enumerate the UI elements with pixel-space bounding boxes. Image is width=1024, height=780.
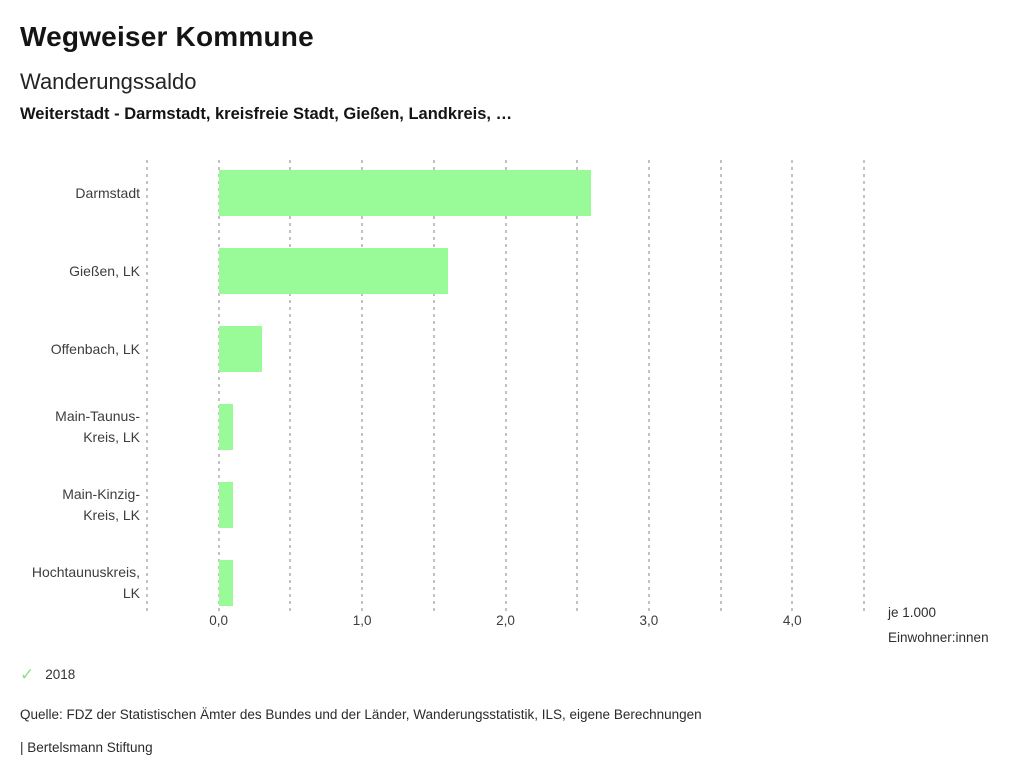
category-label: Offenbach, LK bbox=[50, 340, 140, 357]
gridline bbox=[217, 160, 220, 612]
chart-subtitle: Weiterstadt - Darmstadt, kreisfreie Stad… bbox=[20, 105, 513, 123]
gridline bbox=[863, 160, 865, 612]
chart-row: Darmstadt bbox=[0, 154, 1024, 232]
value-bar[interactable] bbox=[218, 482, 233, 528]
gridline bbox=[719, 160, 722, 612]
gridline bbox=[576, 160, 579, 612]
gridline bbox=[647, 160, 650, 612]
category-label: Gießen, LK bbox=[69, 262, 140, 279]
x-tick-label: 1,0 bbox=[352, 613, 372, 628]
value-bar[interactable] bbox=[218, 170, 592, 216]
value-bar[interactable] bbox=[218, 248, 449, 294]
chart-row: Offenbach, LK bbox=[0, 310, 1024, 388]
x-tick-label: 2,0 bbox=[496, 613, 515, 628]
gridline bbox=[504, 160, 507, 612]
chart-title: Wanderungssaldo bbox=[20, 69, 197, 94]
gridline bbox=[791, 160, 794, 612]
branding-text: | Bertelsmann Stiftung bbox=[20, 740, 153, 755]
category-label: Main-Kinzig- Kreis, LK bbox=[62, 486, 140, 523]
chart-row: Main-Taunus- Kreis, LK bbox=[0, 388, 1024, 466]
chart-row: Main-Kinzig- Kreis, LK bbox=[0, 466, 1024, 544]
axis-unit-label: je 1.000 Einwohner:innen bbox=[888, 600, 989, 650]
x-tick-label: 4,0 bbox=[782, 613, 802, 628]
gridline bbox=[432, 160, 435, 612]
category-label: Hochtaunuskreis, LK bbox=[31, 564, 140, 601]
gridlines bbox=[146, 160, 865, 612]
value-bar[interactable] bbox=[218, 326, 262, 372]
value-bar[interactable] bbox=[218, 404, 233, 450]
x-tick-label: 0,0 bbox=[209, 613, 229, 628]
chart-row: Hochtaunuskreis, LK bbox=[0, 544, 1024, 622]
chart-row: Gießen, LK bbox=[0, 232, 1024, 310]
legend-item-2018[interactable]: ✓ 2018 bbox=[20, 666, 75, 683]
value-bar[interactable] bbox=[218, 560, 233, 606]
x-tick-label: 3,0 bbox=[639, 613, 659, 628]
check-icon: ✓ bbox=[20, 665, 35, 684]
bar-chart: Darmstadt Gießen, LK Offenbach, LK Main-Tau… bbox=[0, 154, 1024, 622]
axis-unit-label-line: je 1.000 bbox=[888, 605, 937, 620]
category-label: Main-Taunus- Kreis, LK bbox=[55, 408, 140, 445]
gridline bbox=[361, 160, 364, 612]
gridline bbox=[146, 160, 148, 612]
axis-unit-label-line: Einwohner:innen bbox=[888, 630, 989, 645]
app-title: Wegweiser Kommune bbox=[20, 21, 314, 52]
legend-label: 2018 bbox=[45, 667, 76, 682]
gridline bbox=[289, 160, 292, 612]
source-text: Quelle: FDZ der Statistischen Ämter des … bbox=[20, 707, 702, 722]
category-label: Darmstadt bbox=[75, 184, 140, 201]
